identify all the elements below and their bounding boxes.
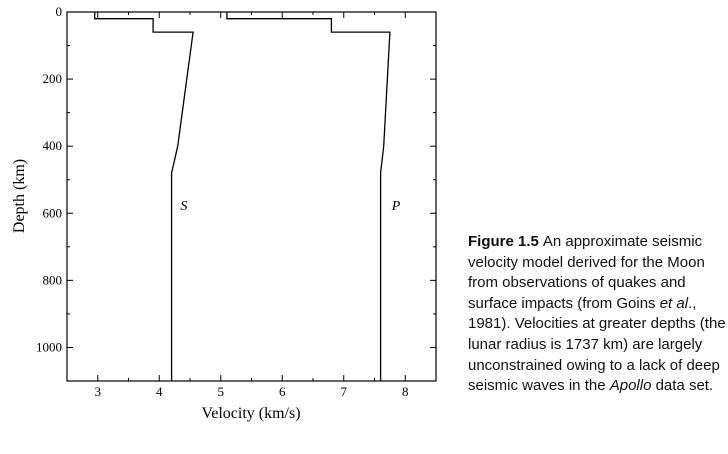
y-tick-label: 400 — [43, 138, 63, 153]
caption-text-3: data set. — [651, 377, 714, 395]
x-tick-label: 8 — [402, 384, 409, 399]
caption-text-1: An approximate seismic velocity model de… — [468, 233, 705, 312]
y-tick-label: 200 — [43, 71, 63, 86]
x-axis-label: Velocity (km/s) — [201, 405, 300, 422]
x-tick-label: 5 — [218, 384, 225, 399]
x-axis-ticks: 3 4 5 6 7 8 — [66, 12, 437, 399]
series-annotation: P — [391, 199, 401, 214]
x-tick-label: 3 — [95, 384, 102, 399]
series-annotation: S — [180, 199, 187, 214]
series-layer — [94, 12, 391, 381]
x-tick-label: 7 — [341, 384, 348, 399]
caption-et-al: et al — [659, 294, 689, 312]
y-tick-label: 800 — [43, 272, 63, 287]
y-axis-label: Depth (km) — [11, 159, 28, 233]
series-line-p — [226, 12, 391, 381]
y-tick-label: 600 — [43, 205, 63, 220]
y-axis-ticks: 0 200 400 600 800 1000 — [36, 4, 436, 382]
figure-caption: Figure 1.5 An approximate seismic velocit… — [468, 232, 726, 397]
y-tick-label: 1000 — [36, 339, 62, 354]
series-line-s — [94, 12, 194, 381]
x-tick-label: 6 — [279, 384, 286, 399]
y-tick-label: 0 — [56, 4, 63, 19]
caption-apollo: Apollo — [609, 377, 652, 395]
figure-label: Figure 1.5 — [468, 233, 539, 250]
x-tick-label: 4 — [156, 384, 163, 399]
caption-text-2: ., 1981). Velocities at greater depths (… — [468, 294, 726, 395]
